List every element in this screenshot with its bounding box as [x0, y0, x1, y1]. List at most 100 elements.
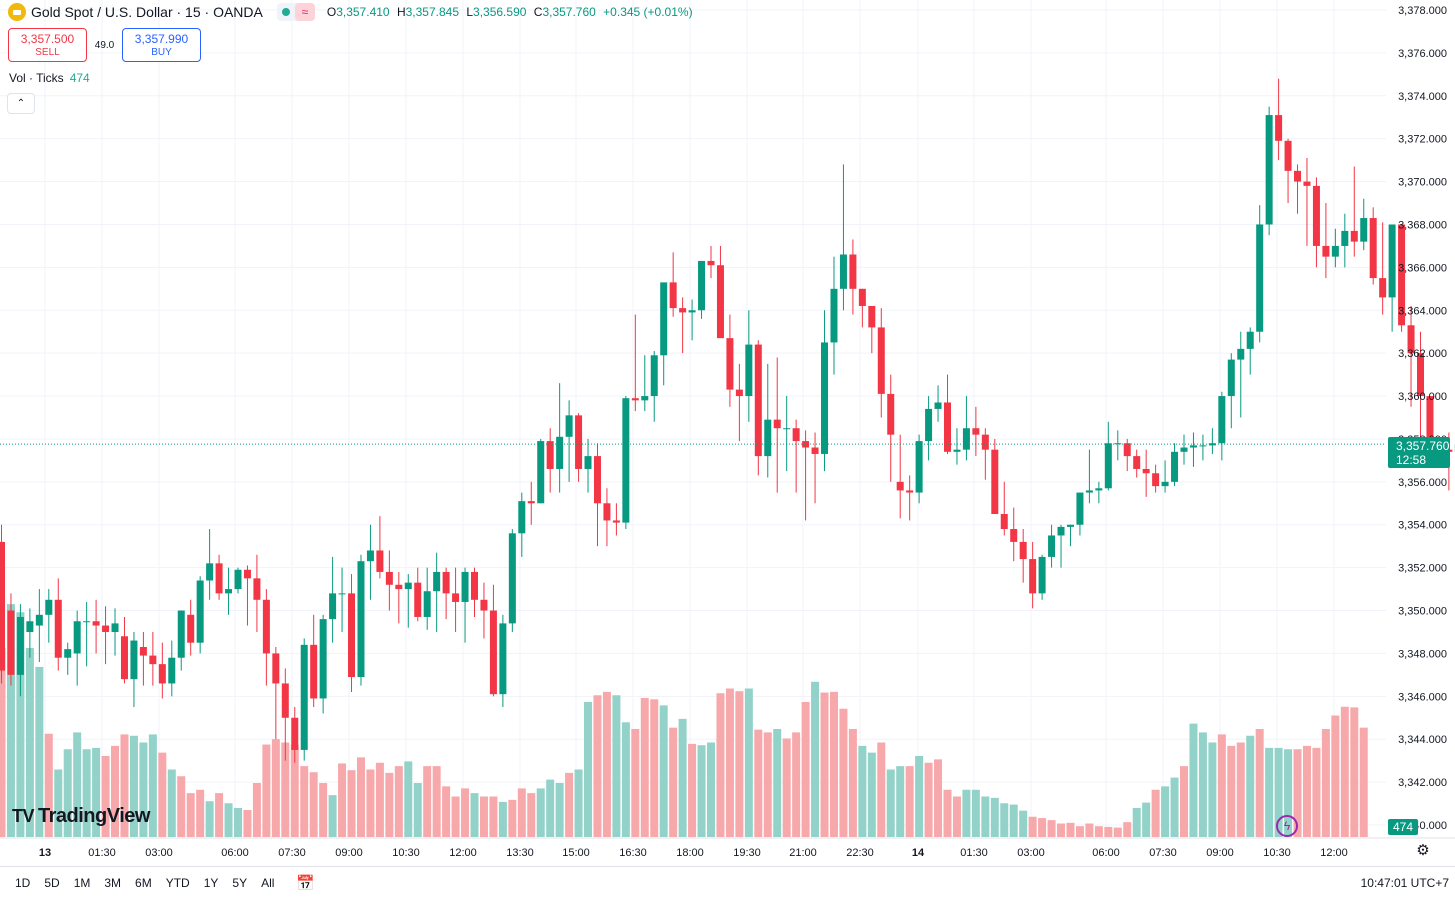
candle-body: [556, 436, 564, 469]
volume-bar: [1170, 777, 1179, 837]
volume-bar: [1284, 749, 1293, 837]
range-button-all[interactable]: All: [261, 875, 275, 890]
volume-bar: [896, 766, 905, 837]
candle-body: [73, 621, 81, 654]
candle: [508, 529, 516, 632]
volume-bar: [1340, 706, 1349, 837]
volume-legend[interactable]: Vol · Ticks 474: [9, 71, 90, 85]
volume-bar: [300, 766, 309, 837]
candle: [376, 516, 384, 579]
candle: [887, 374, 895, 482]
price-tick: 3,362.000: [1398, 348, 1447, 360]
high-value: 3,357.845: [405, 5, 459, 19]
status-pill[interactable]: ≈: [276, 3, 315, 21]
volume-bar: [423, 766, 432, 837]
high-label: H: [396, 5, 406, 19]
candle: [262, 589, 270, 686]
range-button-5d[interactable]: 5D: [44, 875, 60, 890]
candle-body: [1171, 451, 1179, 482]
range-button-1m[interactable]: 1M: [73, 875, 91, 890]
candle-body: [272, 653, 280, 684]
candle: [1322, 203, 1330, 279]
chart-area[interactable]: 3,378.000 3,376.000 3,374.000 3,372.000 3,37…: [0, 0, 1455, 866]
candle: [802, 430, 810, 521]
volume-bar: [394, 766, 403, 837]
candle: [300, 638, 308, 761]
last-price-tag: 3,357.760 12:58: [1388, 437, 1450, 468]
buy-button[interactable]: 3,357.990 BUY: [122, 28, 201, 62]
volume-bar: [1293, 749, 1302, 837]
calendar-icon[interactable]: 📅: [296, 874, 315, 892]
range-button-1d[interactable]: 1D: [15, 875, 31, 890]
volume-bar: [1038, 818, 1047, 837]
candle: [669, 252, 677, 317]
candle-body: [1019, 541, 1027, 560]
candle-body: [849, 254, 857, 289]
collapse-legend-button[interactable]: ⌃: [7, 93, 35, 114]
candle-body: [357, 561, 365, 678]
candle: [679, 297, 687, 354]
candle: [981, 428, 989, 480]
candle: [206, 529, 214, 600]
range-button-ytd[interactable]: YTD: [165, 875, 190, 890]
volume-bar: [1312, 747, 1321, 837]
candle: [0, 524, 5, 684]
volume-bar: [44, 733, 53, 837]
candle: [1360, 198, 1368, 251]
volume-bar: [886, 769, 895, 837]
time-tick: 16:30: [619, 847, 647, 859]
candle: [111, 608, 119, 656]
candle: [1331, 228, 1339, 268]
candle-body: [461, 571, 469, 602]
candle: [688, 299, 696, 341]
candle-body: [1426, 396, 1434, 450]
candle-body: [1161, 481, 1169, 487]
volume-bar: [650, 699, 659, 837]
range-button-3m[interactable]: 3M: [104, 875, 122, 890]
time-tick: 06:00: [1092, 847, 1120, 859]
volume-bar: [669, 727, 678, 837]
symbol-title[interactable]: Gold Spot / U.S. Dollar · 15 · OANDA: [31, 4, 263, 20]
candle: [1076, 492, 1084, 536]
range-button-5y[interactable]: 5Y: [232, 875, 248, 890]
sell-button[interactable]: 3,357.500 SELL: [8, 28, 87, 62]
range-button-1y[interactable]: 1Y: [203, 875, 219, 890]
volume-bar: [290, 744, 299, 837]
open-label: O: [326, 5, 337, 19]
candle: [45, 589, 53, 643]
candle: [593, 443, 601, 547]
candle-body: [310, 644, 318, 699]
candle: [1379, 222, 1387, 315]
volume-bar: [338, 763, 347, 837]
gear-icon[interactable]: ⚙: [1416, 842, 1430, 859]
volume-bar: [1302, 745, 1311, 837]
bar-countdown: 12:58: [1396, 453, 1427, 467]
flash-icon[interactable]: ϟ: [1276, 815, 1298, 837]
candle: [1208, 428, 1216, 454]
volume-bar: [281, 742, 290, 837]
volume-bar: [234, 807, 242, 837]
candle: [546, 428, 554, 493]
range-button-6m[interactable]: 6M: [135, 875, 152, 890]
tradingview-logo[interactable]: TV TradingView: [12, 805, 150, 828]
volume-bar: [584, 702, 593, 837]
candle: [480, 582, 488, 639]
volume-bar: [1075, 826, 1084, 837]
candle: [357, 554, 365, 686]
time-tick: 07:30: [278, 847, 306, 859]
volume-bar: [1227, 745, 1236, 837]
time-tick: 07:30: [1149, 847, 1177, 859]
clock[interactable]: 10:47:01 UTC+7: [1360, 876, 1449, 890]
candle: [1312, 177, 1320, 268]
candle-body: [471, 571, 478, 600]
sell-label: SELL: [35, 47, 60, 58]
candle-body: [1152, 473, 1160, 487]
candle-body: [575, 415, 583, 469]
volume-bar: [621, 722, 630, 837]
candle-body: [622, 398, 630, 523]
candle-body: [215, 563, 223, 594]
time-tick: 21:00: [789, 847, 817, 859]
volume-bar: [990, 797, 999, 837]
time-tick: 12:00: [449, 847, 477, 859]
volume-bar: [962, 789, 971, 837]
